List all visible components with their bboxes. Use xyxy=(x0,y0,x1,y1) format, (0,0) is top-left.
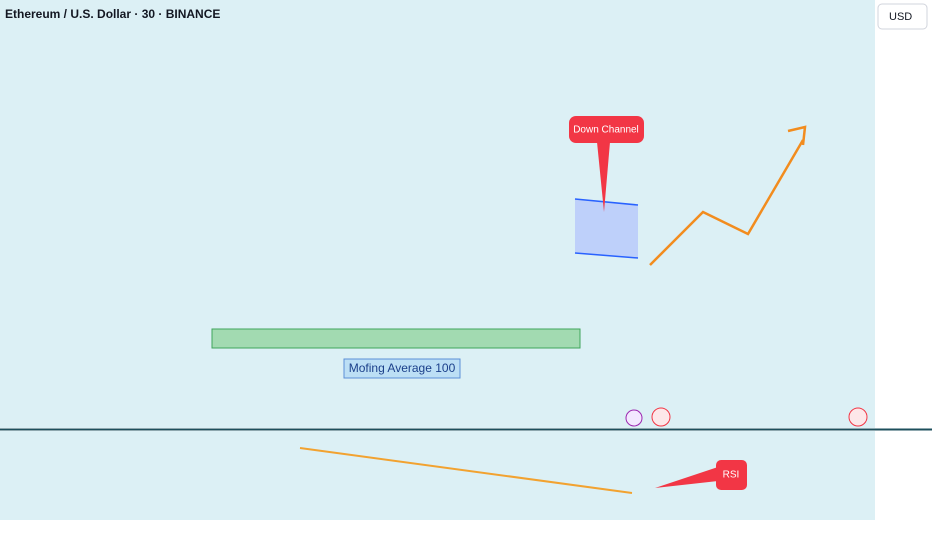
rsi-callout-text: RSI xyxy=(723,470,740,481)
ma-label: Mofing Average 100 xyxy=(349,361,456,375)
projection-arrowhead xyxy=(787,125,807,146)
callout-pointer xyxy=(597,142,610,212)
currency[interactable]: USD xyxy=(889,11,912,23)
price-scale xyxy=(875,0,932,550)
down-channel-box xyxy=(575,199,638,258)
rsi-callout-box xyxy=(716,460,747,490)
chart-title: Ethereum / U.S. Dollar · 30 · BINANCE xyxy=(5,7,220,21)
channel-line xyxy=(574,252,639,259)
event-icon[interactable] xyxy=(848,407,868,427)
support-zone xyxy=(211,328,581,349)
currency-button[interactable] xyxy=(877,3,928,30)
price-pane xyxy=(0,0,875,428)
time-scale xyxy=(0,520,875,550)
projection-path xyxy=(649,139,805,266)
callout-text: Down Channel xyxy=(573,125,639,136)
callout-box xyxy=(569,116,644,143)
channel-line xyxy=(574,198,639,206)
ma-label-box xyxy=(343,358,461,379)
rsi-pointer xyxy=(655,467,718,488)
rsi-trendline xyxy=(299,447,633,494)
event-icon[interactable] xyxy=(625,409,643,427)
event-icon[interactable] xyxy=(651,407,671,427)
